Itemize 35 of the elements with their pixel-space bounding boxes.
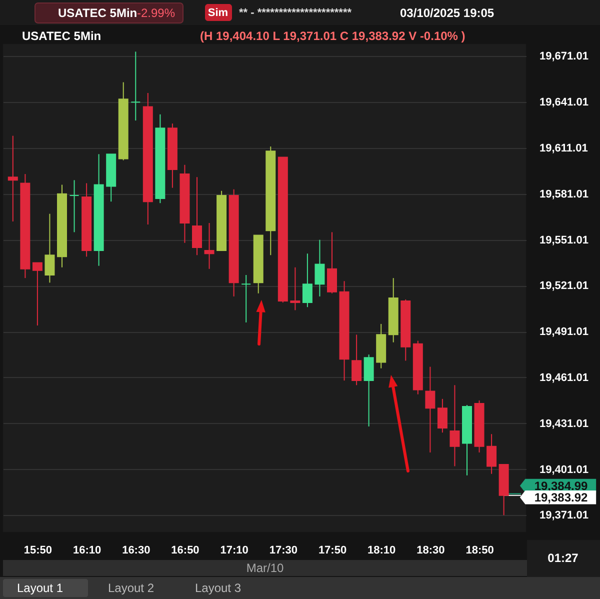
y-tick-label: 19,431.01 [540,418,588,430]
y-tick-label: 19,371.01 [540,510,588,522]
x-tick-label: 17:10 [220,544,248,556]
x-tick-label: 16:10 [72,544,102,556]
text: ** - ********************** [239,7,352,19]
x-tick-label: 17:30 [269,544,298,556]
chart-subtitle: (H 19,404.10 L 19,371.01 C 19,383.92 V -0.10% ) [200,29,466,43]
text: Layout 1 [16,581,64,595]
y-tick-label: 19,521.01 [540,280,588,292]
y-tick-label: 19,671.01 [540,50,588,63]
text: Layout 2 [108,581,154,595]
y-tick-label: 19,641.01 [540,96,588,109]
y-tick-label: 19,551.01 [540,234,588,246]
y-tick-label: 19,491.01 [540,326,588,338]
x-tick-label: 18:10 [368,544,396,556]
ref-line-label: 19,384.99 [534,478,588,493]
ref-line-label: 19,383.92 [534,490,588,504]
x-tick-label: 17:50 [318,544,347,556]
text: Layout 3 [194,581,242,595]
x-axis-title: Mar/10 [246,561,284,575]
y-tick-label: 19,581.01 [540,188,588,200]
text: USATEC 5Min [58,6,138,20]
y-tick-label: 19,401.01 [540,464,588,476]
chart-title: USATEC 5Min [22,29,102,43]
text: -2.99% [137,6,176,20]
y-tick-label: 19,611.01 [540,142,588,155]
x-tick-label: 16:50 [171,544,200,556]
text: 01:27 [548,551,579,565]
x-tick-label: 18:50 [466,544,494,556]
x-tick-label: 16:30 [122,544,150,556]
text: Sim [208,7,228,19]
x-tick-label: 15:50 [24,544,52,556]
x-tick-label: 18:30 [416,544,445,556]
y-tick-label: 19,461.01 [540,372,588,384]
text: 03/10/2025 19:05 [400,6,494,20]
